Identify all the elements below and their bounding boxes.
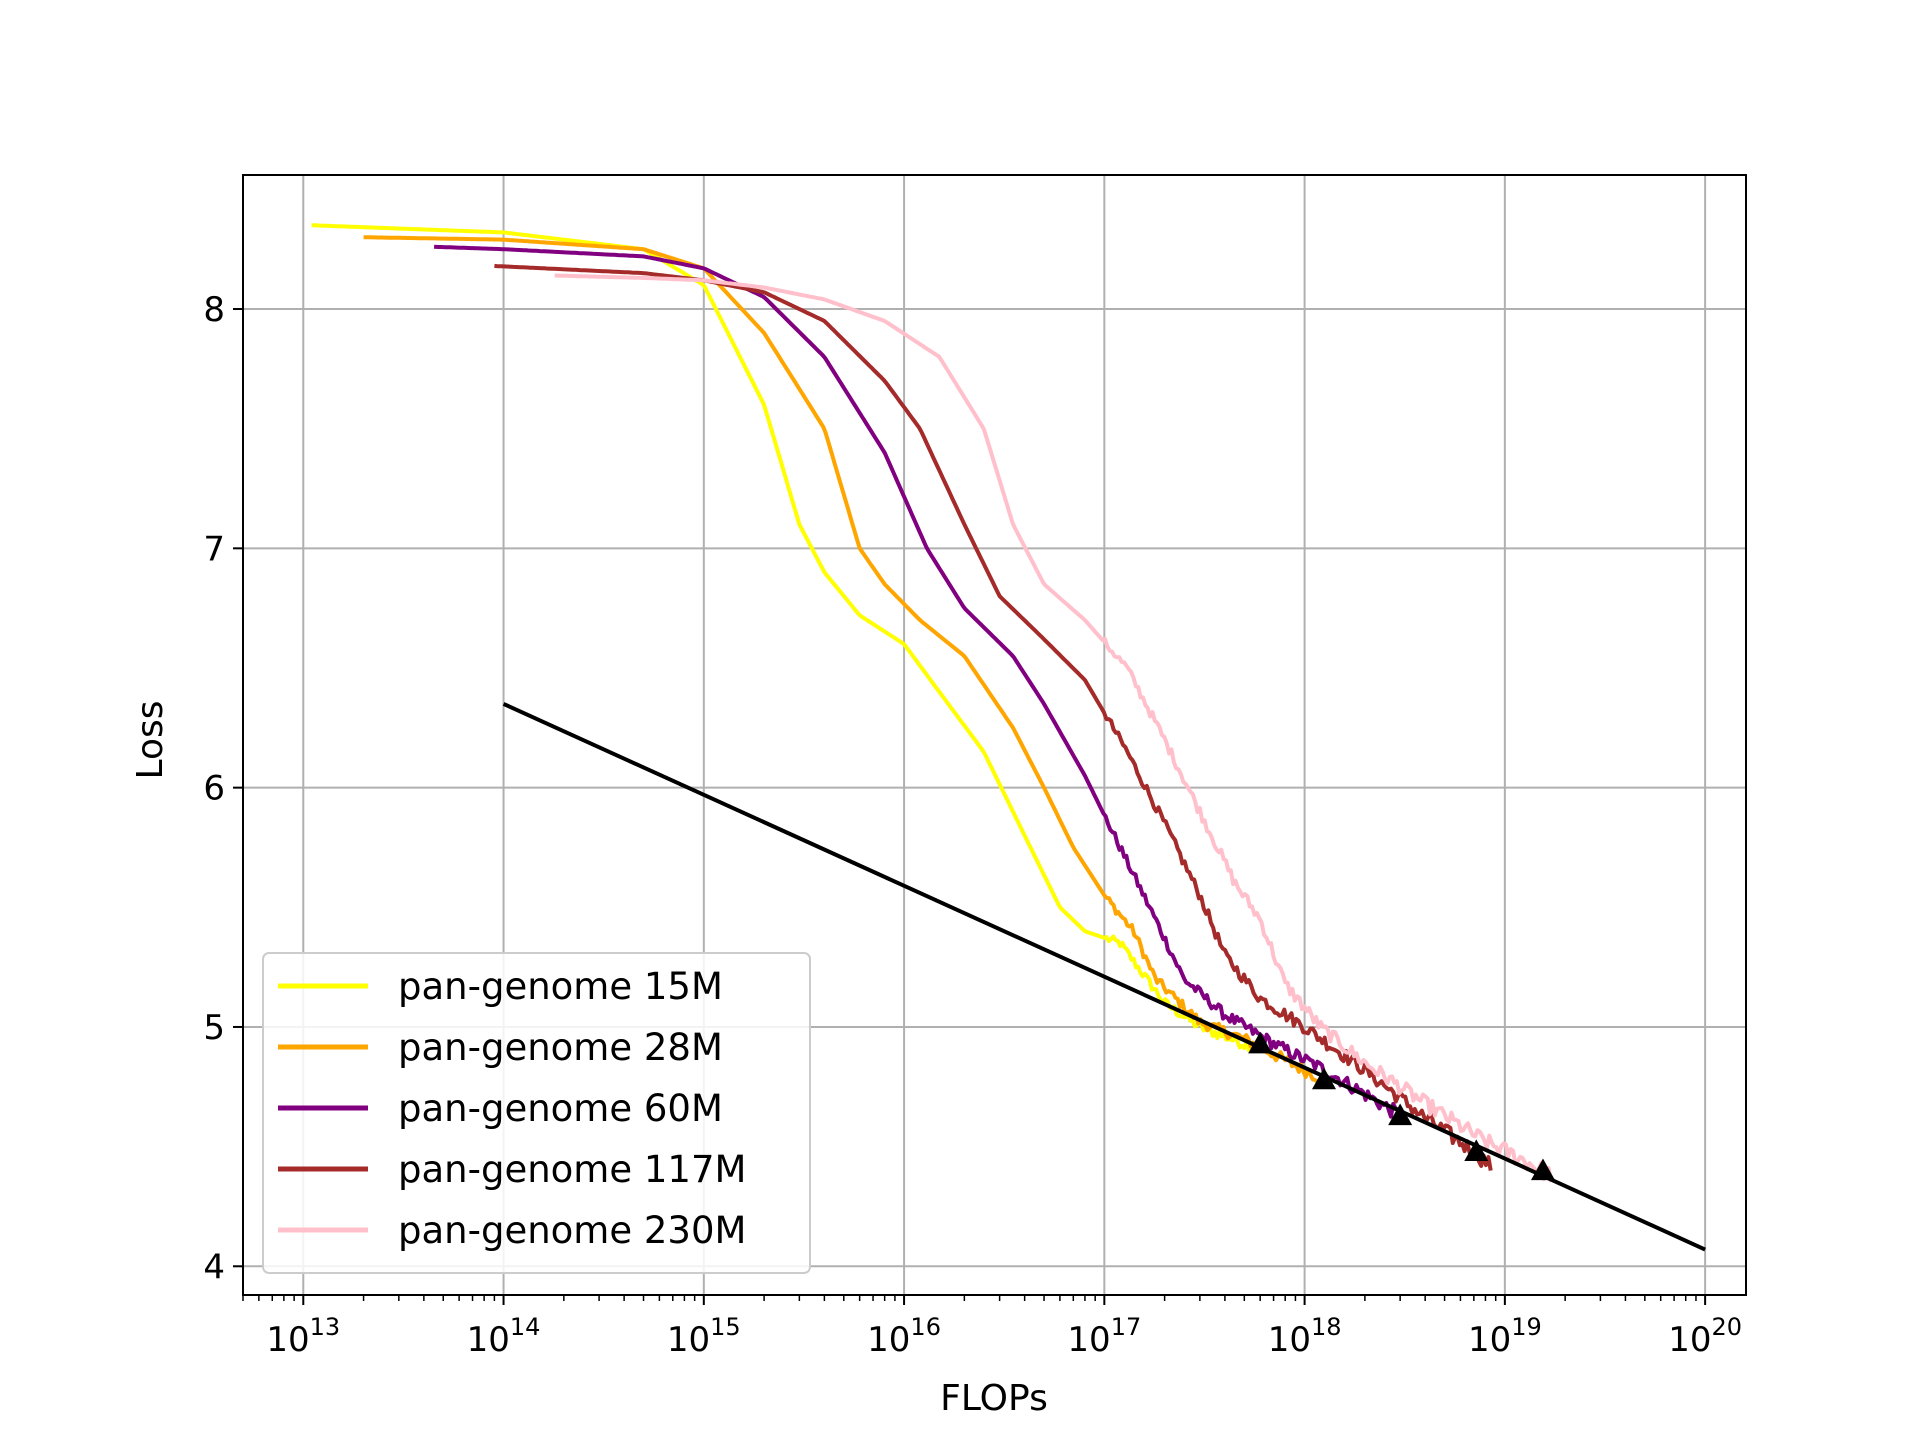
x-tick-label: 1019 — [1468, 1313, 1542, 1360]
x-tick-base: 10 — [1067, 1320, 1110, 1360]
x-tick-base: 10 — [867, 1320, 910, 1360]
x-tick-label: 1015 — [667, 1313, 741, 1360]
x-tick-base: 10 — [467, 1320, 510, 1360]
x-tick-exponent: 15 — [710, 1313, 741, 1341]
series-line-3 — [434, 244, 1403, 1120]
y-axis-ticks: 4 5 6 7 8 — [203, 290, 243, 1287]
legend-label: pan-genome 28M — [398, 1026, 723, 1069]
legend-label: pan-genome 60M — [398, 1087, 723, 1130]
x-tick-exponent: 20 — [1711, 1313, 1742, 1341]
y-tick-label: 4 — [203, 1247, 225, 1287]
x-tick-exponent: 17 — [1111, 1313, 1142, 1341]
x-tick-exponent: 18 — [1311, 1313, 1342, 1341]
compute-optimal-marker — [1312, 1067, 1337, 1090]
x-tick-exponent: 14 — [510, 1313, 541, 1341]
legend-label: pan-genome 15M — [398, 965, 723, 1008]
x-tick-label: 1016 — [867, 1313, 941, 1360]
scaling-fit — [502, 702, 1706, 1252]
x-tick-label: 1014 — [467, 1313, 541, 1360]
y-tick-label: 7 — [203, 529, 225, 569]
compute-optimal-marker — [1388, 1103, 1413, 1126]
x-tick-base: 10 — [266, 1320, 309, 1360]
legend-label: pan-genome 230M — [398, 1209, 746, 1252]
x-tick-base: 10 — [667, 1320, 710, 1360]
x-tick-label: 1017 — [1067, 1313, 1141, 1360]
x-tick-label: 1018 — [1268, 1313, 1342, 1360]
x-tick-exponent: 13 — [310, 1313, 341, 1341]
x-axis-label: FLOPs — [940, 1378, 1048, 1419]
plot-frame — [242, 174, 1747, 1296]
y-tick-label: 8 — [203, 290, 225, 330]
series-line-4 — [494, 263, 1493, 1171]
x-tick-exponent: 19 — [1511, 1313, 1542, 1341]
y-axis-label: Loss — [130, 701, 171, 780]
series-lines — [311, 223, 1553, 1183]
compute-optimal-marker — [1248, 1031, 1273, 1054]
legend-label: pan-genome 117M — [398, 1148, 746, 1191]
series-line-2 — [363, 235, 1326, 1085]
y-tick-label: 5 — [203, 1008, 225, 1048]
legend-box — [262, 952, 811, 1274]
x-tick-base: 10 — [1268, 1320, 1311, 1360]
x-tick-label: 1013 — [266, 1313, 340, 1360]
series-line-5 — [554, 273, 1553, 1183]
compute-optimal-marker — [1530, 1158, 1555, 1181]
series-line-1 — [311, 223, 1263, 1053]
compute-optimal-marker — [1464, 1139, 1489, 1162]
x-tick-exponent: 16 — [910, 1313, 941, 1341]
x-axis-ticks: 1013 1014 1015 1016 1017 1018 1019 1020 — [242, 1295, 1742, 1360]
x-tick-base: 10 — [1468, 1320, 1511, 1360]
x-tick-label: 1020 — [1668, 1313, 1742, 1360]
x-tick-base: 10 — [1668, 1320, 1711, 1360]
y-tick-label: 6 — [203, 769, 225, 809]
legend: pan-genome 15M pan-genome 28M pan-genome 6… — [262, 952, 811, 1274]
scaling-fit-line — [502, 702, 1706, 1252]
